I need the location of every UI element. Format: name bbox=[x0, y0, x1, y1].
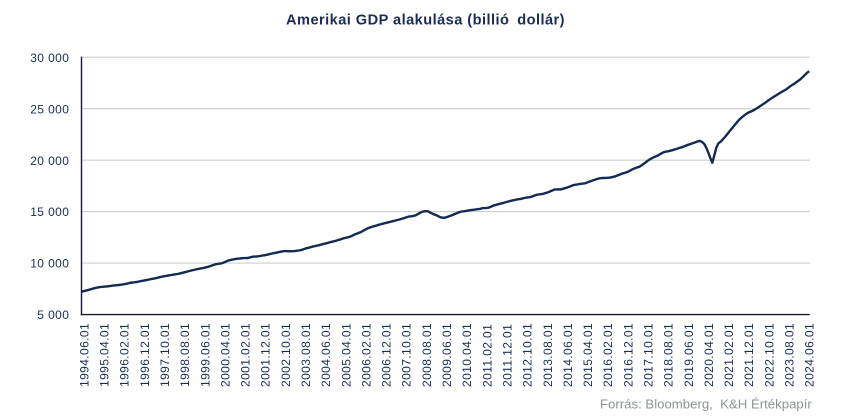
svg-text:10 000: 10 000 bbox=[30, 257, 69, 271]
svg-text:2021.12.01: 2021.12.01 bbox=[742, 323, 756, 387]
svg-text:2009.06.01: 2009.06.01 bbox=[440, 323, 454, 387]
svg-text:15 000: 15 000 bbox=[30, 205, 69, 219]
svg-text:2012.10.01: 2012.10.01 bbox=[521, 323, 535, 387]
svg-text:25 000: 25 000 bbox=[30, 102, 69, 116]
svg-text:2017.10.01: 2017.10.01 bbox=[642, 323, 656, 387]
svg-text:1997.10.01: 1997.10.01 bbox=[158, 323, 172, 387]
svg-text:2022.10.01: 2022.10.01 bbox=[762, 323, 776, 387]
svg-text:Amerikai GDP alakulása (billió: Amerikai GDP alakulása (billió dollár) bbox=[286, 13, 565, 29]
svg-text:2011.12.01: 2011.12.01 bbox=[501, 324, 515, 387]
svg-text:20 000: 20 000 bbox=[30, 154, 69, 168]
svg-text:2019.06.01: 2019.06.01 bbox=[682, 323, 696, 387]
svg-text:2001.12.01: 2001.12.01 bbox=[259, 323, 273, 387]
svg-text:2001.02.01: 2001.02.01 bbox=[239, 323, 253, 387]
svg-text:1999.06.01: 1999.06.01 bbox=[198, 323, 212, 387]
svg-text:2000.04.01: 2000.04.01 bbox=[218, 323, 232, 387]
svg-text:1998.08.01: 1998.08.01 bbox=[178, 323, 192, 387]
svg-text:2023.08.01: 2023.08.01 bbox=[783, 323, 797, 387]
svg-text:Forrás: Bloomberg, K&H Értékp: Forrás: Bloomberg, K&H Értékpapír bbox=[600, 397, 812, 412]
svg-text:2015.04.01: 2015.04.01 bbox=[581, 323, 595, 387]
svg-text:2013.08.01: 2013.08.01 bbox=[541, 323, 555, 387]
svg-text:2010.04.01: 2010.04.01 bbox=[460, 323, 474, 387]
svg-text:2016.12.01: 2016.12.01 bbox=[621, 323, 635, 387]
svg-text:2014.06.01: 2014.06.01 bbox=[561, 323, 575, 387]
svg-text:2024.06.01: 2024.06.01 bbox=[803, 323, 817, 387]
svg-text:2020.04.01: 2020.04.01 bbox=[702, 323, 716, 387]
svg-text:2002.10.01: 2002.10.01 bbox=[279, 323, 293, 387]
svg-text:2006.12.01: 2006.12.01 bbox=[380, 323, 394, 387]
svg-text:1996.12.01: 1996.12.01 bbox=[138, 323, 152, 387]
svg-text:1996.02.01: 1996.02.01 bbox=[118, 323, 132, 387]
svg-text:2008.08.01: 2008.08.01 bbox=[420, 323, 434, 387]
svg-text:2005.04.01: 2005.04.01 bbox=[339, 323, 353, 387]
svg-text:2004.06.01: 2004.06.01 bbox=[319, 323, 333, 387]
svg-text:2016.02.01: 2016.02.01 bbox=[601, 323, 615, 387]
svg-text:2011.02.01: 2011.02.01 bbox=[480, 324, 494, 387]
svg-text:2006.02.01: 2006.02.01 bbox=[359, 323, 373, 387]
svg-text:2003.08.01: 2003.08.01 bbox=[299, 323, 313, 387]
svg-text:30 000: 30 000 bbox=[30, 51, 69, 65]
svg-text:2007.10.01: 2007.10.01 bbox=[400, 323, 414, 387]
svg-text:1995.04.01: 1995.04.01 bbox=[98, 323, 112, 387]
svg-text:2018.08.01: 2018.08.01 bbox=[662, 323, 676, 387]
svg-text:5 000: 5 000 bbox=[37, 308, 69, 322]
svg-text:2021.02.01: 2021.02.01 bbox=[722, 323, 736, 387]
svg-text:1994.06.01: 1994.06.01 bbox=[77, 323, 91, 387]
